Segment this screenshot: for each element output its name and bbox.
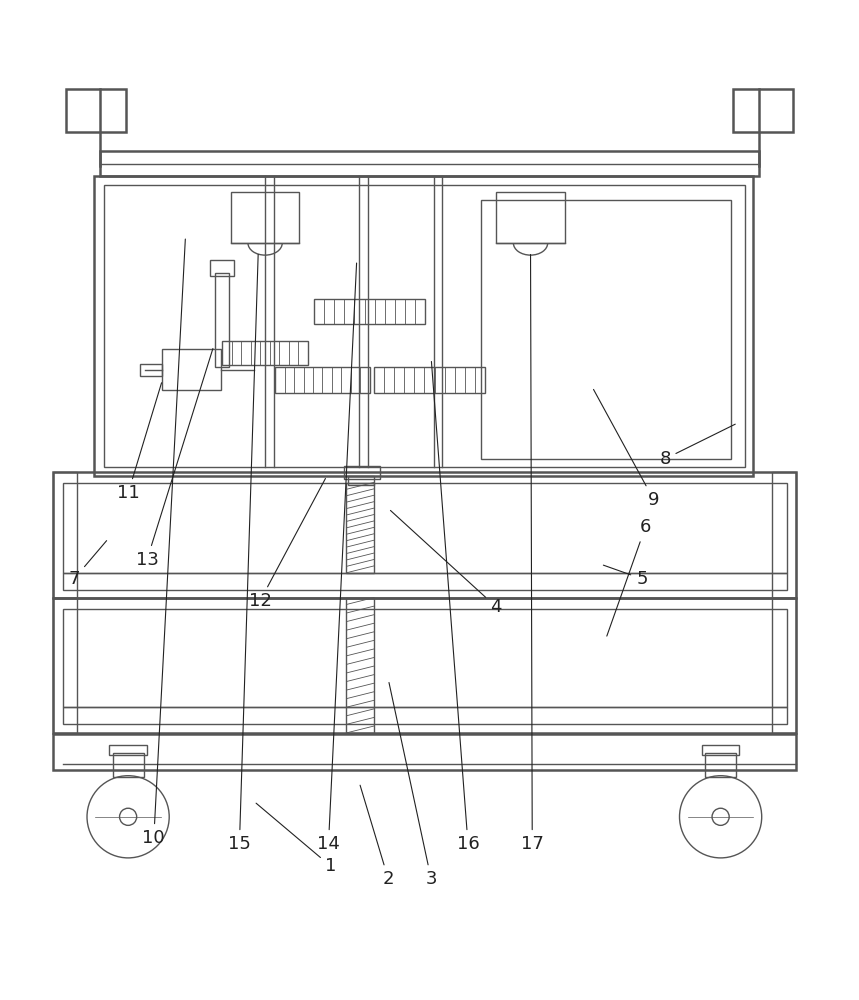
Text: 2: 2 xyxy=(360,785,394,888)
Bar xyxy=(100,151,759,176)
Bar xyxy=(497,192,564,243)
Bar xyxy=(772,598,796,733)
Bar xyxy=(231,192,299,243)
Bar xyxy=(734,89,794,132)
Text: 11: 11 xyxy=(117,383,161,502)
Text: 13: 13 xyxy=(136,349,213,569)
Bar xyxy=(65,89,125,132)
Bar xyxy=(140,364,162,376)
Text: 8: 8 xyxy=(659,424,735,468)
Bar xyxy=(705,753,736,777)
Text: 14: 14 xyxy=(317,263,356,853)
Bar xyxy=(216,273,229,367)
Bar xyxy=(276,367,369,393)
Bar xyxy=(772,472,796,598)
Bar xyxy=(94,176,753,476)
Bar xyxy=(314,299,425,324)
Bar xyxy=(702,745,740,755)
Bar xyxy=(162,349,221,390)
Bar xyxy=(52,598,796,733)
Bar xyxy=(63,609,787,707)
Text: 5: 5 xyxy=(603,565,648,588)
Bar xyxy=(344,466,380,479)
Text: 1: 1 xyxy=(256,803,337,875)
Text: 7: 7 xyxy=(69,541,107,588)
Bar xyxy=(104,185,745,467)
Text: 3: 3 xyxy=(389,683,437,888)
Bar xyxy=(52,598,76,733)
Bar xyxy=(374,367,485,393)
Bar xyxy=(346,483,374,573)
Bar xyxy=(63,707,787,724)
Text: 10: 10 xyxy=(143,239,186,847)
Text: 9: 9 xyxy=(594,389,660,509)
Bar xyxy=(346,598,374,733)
Bar xyxy=(63,483,787,573)
Bar xyxy=(52,472,796,598)
Text: 6: 6 xyxy=(606,518,651,636)
Bar xyxy=(52,472,76,598)
Bar xyxy=(348,476,374,485)
Text: 16: 16 xyxy=(431,361,479,853)
Bar xyxy=(113,753,143,777)
Bar xyxy=(109,745,147,755)
Bar xyxy=(63,573,787,590)
Bar xyxy=(210,260,235,276)
Bar xyxy=(52,734,796,770)
Text: 17: 17 xyxy=(521,254,544,853)
Text: 12: 12 xyxy=(248,478,326,610)
Bar xyxy=(222,341,308,365)
Text: 4: 4 xyxy=(391,510,502,616)
Bar xyxy=(481,200,731,459)
Text: 15: 15 xyxy=(228,254,259,853)
